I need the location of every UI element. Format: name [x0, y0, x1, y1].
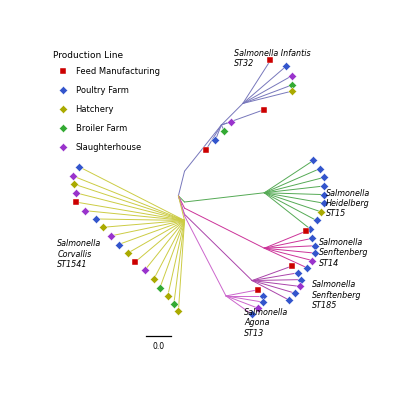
- Point: [292, 290, 298, 296]
- Text: Salmonella
Agona
ST13: Salmonella Agona ST13: [244, 308, 289, 338]
- Text: Salmonella
Heidelberg
ST15: Salmonella Heidelberg ST15: [326, 189, 370, 218]
- Point: [267, 57, 274, 64]
- Point: [309, 235, 315, 242]
- Point: [72, 199, 79, 205]
- Point: [60, 125, 67, 132]
- Point: [261, 106, 268, 113]
- Point: [255, 286, 261, 293]
- Point: [72, 190, 79, 196]
- Point: [82, 208, 88, 214]
- Point: [289, 263, 295, 269]
- Point: [312, 250, 318, 256]
- Point: [60, 87, 67, 93]
- Point: [321, 192, 327, 198]
- Point: [92, 216, 99, 222]
- Text: Hatchery: Hatchery: [76, 105, 114, 114]
- Point: [304, 265, 310, 271]
- Text: Poultry Farm: Poultry Farm: [76, 86, 128, 95]
- Point: [203, 146, 209, 153]
- Point: [108, 233, 114, 239]
- Point: [141, 267, 148, 274]
- Point: [249, 311, 255, 318]
- Point: [298, 276, 305, 283]
- Text: Production Line: Production Line: [53, 51, 123, 60]
- Point: [321, 200, 327, 206]
- Point: [151, 276, 157, 282]
- Point: [297, 283, 303, 290]
- Text: Salmonella
Corvallis
ST1541: Salmonella Corvallis ST1541: [57, 240, 101, 269]
- Point: [76, 163, 82, 170]
- Point: [227, 119, 234, 125]
- Point: [321, 174, 327, 180]
- Point: [307, 226, 314, 232]
- Point: [212, 137, 219, 144]
- Point: [309, 257, 315, 264]
- Point: [100, 224, 107, 230]
- Point: [125, 250, 131, 256]
- Point: [289, 72, 295, 79]
- Point: [313, 217, 320, 224]
- Point: [132, 258, 139, 265]
- Point: [69, 173, 76, 179]
- Point: [286, 297, 292, 303]
- Point: [260, 293, 266, 299]
- Text: Salmonella Infantis
ST32: Salmonella Infantis ST32: [234, 49, 310, 68]
- Point: [310, 157, 317, 164]
- Point: [260, 299, 266, 305]
- Text: Broiler Farm: Broiler Farm: [76, 124, 127, 133]
- Text: Salmonella
Senftenberg
ST14: Salmonella Senftenberg ST14: [319, 238, 368, 268]
- Point: [71, 181, 77, 187]
- Point: [60, 106, 67, 112]
- Text: 0.0: 0.0: [152, 342, 164, 350]
- Point: [60, 68, 67, 74]
- Point: [255, 305, 261, 312]
- Point: [157, 284, 163, 291]
- Text: Salmonella
Senftenberg
ST185: Salmonella Senftenberg ST185: [312, 280, 362, 310]
- Point: [318, 209, 324, 215]
- Point: [289, 82, 295, 88]
- Text: Feed Manufacturing: Feed Manufacturing: [76, 66, 160, 76]
- Point: [283, 63, 289, 70]
- Point: [60, 144, 67, 151]
- Point: [295, 270, 301, 276]
- Point: [316, 166, 323, 172]
- Point: [115, 241, 122, 248]
- Point: [221, 128, 228, 134]
- Point: [303, 228, 309, 234]
- Point: [171, 301, 177, 308]
- Point: [164, 293, 171, 300]
- Point: [312, 242, 318, 249]
- Point: [289, 88, 295, 94]
- Point: [321, 183, 327, 189]
- Point: [175, 308, 181, 314]
- Text: Slaughterhouse: Slaughterhouse: [76, 143, 142, 152]
